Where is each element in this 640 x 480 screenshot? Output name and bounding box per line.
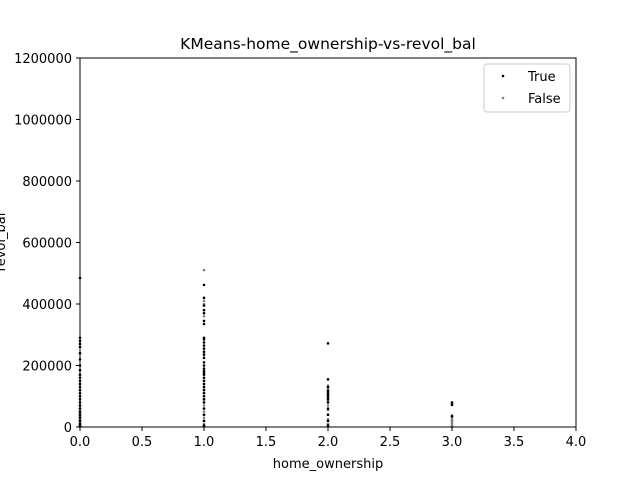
point-true bbox=[450, 403, 454, 407]
point-false bbox=[450, 420, 454, 424]
point-true bbox=[326, 342, 330, 345]
point-true bbox=[202, 376, 206, 380]
point-false bbox=[202, 299, 206, 303]
y-tick-label: 1000000 bbox=[14, 114, 72, 129]
point-true bbox=[202, 322, 206, 326]
point-true bbox=[202, 398, 206, 401]
y-tick-label: 800000 bbox=[22, 175, 72, 190]
point-true bbox=[202, 308, 206, 312]
x-tick-label: 0.5 bbox=[132, 435, 153, 450]
point-true bbox=[202, 283, 206, 287]
legend-marker-false bbox=[501, 96, 505, 100]
point-false bbox=[202, 315, 206, 318]
point-true bbox=[202, 369, 206, 373]
y-tick-label: 400000 bbox=[22, 298, 72, 313]
x-axis-title: home_ownership bbox=[273, 457, 383, 472]
point-true bbox=[202, 379, 206, 383]
legend-box bbox=[483, 63, 571, 113]
point-true bbox=[202, 382, 206, 386]
point-false bbox=[202, 404, 206, 407]
x-tick-label: 1.0 bbox=[194, 435, 215, 450]
point-true bbox=[326, 407, 330, 410]
point-true bbox=[202, 385, 206, 389]
point-true bbox=[326, 419, 330, 423]
point-true bbox=[202, 304, 206, 307]
x-tick-label: 1.5 bbox=[256, 435, 277, 450]
point-false bbox=[326, 404, 330, 407]
y-axis-title: revol_bal bbox=[0, 213, 9, 272]
point-true bbox=[202, 401, 206, 404]
y-tick-label: 1200000 bbox=[14, 52, 72, 67]
point-true bbox=[326, 398, 330, 401]
point-false bbox=[202, 416, 206, 420]
point-true bbox=[202, 353, 206, 357]
point-true bbox=[202, 407, 206, 410]
point-true bbox=[202, 367, 206, 370]
y-tick-label: 600000 bbox=[22, 237, 72, 252]
legend-label-true: True bbox=[527, 70, 556, 85]
point-true bbox=[202, 356, 206, 360]
y-tick-label: 200000 bbox=[22, 360, 72, 375]
point-true bbox=[202, 364, 206, 367]
x-tick-label: 3.5 bbox=[504, 435, 525, 450]
point-true bbox=[202, 361, 206, 364]
chart-title: KMeans-home_ownership-vs-revol_bal bbox=[180, 35, 476, 54]
point-true bbox=[326, 389, 330, 393]
point-true bbox=[326, 393, 330, 397]
point-true bbox=[202, 413, 206, 417]
x-tick-label: 0.0 bbox=[70, 435, 91, 450]
point-false bbox=[450, 418, 454, 422]
y-tick-label: 0 bbox=[64, 421, 72, 436]
point-true bbox=[202, 341, 206, 344]
point-true bbox=[450, 414, 454, 418]
y-axis: 0 200000 400000 600000 800000 1000000 1200000 bbox=[14, 52, 80, 436]
x-tick-label: 2.5 bbox=[380, 435, 401, 450]
legend-label-false: False bbox=[528, 92, 561, 107]
x-axis: 0.0 0.5 1.0 1.5 2.0 2.5 3.0 3.5 4.0 bbox=[70, 427, 587, 450]
point-true bbox=[202, 338, 206, 341]
point-true bbox=[326, 413, 330, 417]
point-true bbox=[326, 424, 330, 427]
point-false bbox=[202, 410, 206, 413]
point-true bbox=[202, 350, 206, 353]
point-true bbox=[202, 319, 206, 323]
x-tick-label: 4.0 bbox=[566, 435, 587, 450]
point-true bbox=[202, 391, 206, 395]
point-true bbox=[202, 344, 206, 347]
point-true bbox=[202, 424, 206, 427]
point-true bbox=[202, 419, 206, 423]
point-true bbox=[202, 296, 206, 300]
point-false bbox=[202, 268, 206, 272]
point-true bbox=[202, 373, 206, 377]
point-true bbox=[202, 371, 206, 375]
point-true bbox=[326, 378, 330, 381]
point-true bbox=[202, 394, 206, 398]
x-tick-label: 3.0 bbox=[442, 435, 463, 450]
legend-marker-true bbox=[501, 74, 505, 78]
point-true bbox=[202, 311, 206, 315]
point-true bbox=[202, 388, 206, 392]
point-false bbox=[450, 417, 454, 420]
x-tick-label: 2.0 bbox=[318, 435, 339, 450]
point-true bbox=[326, 395, 330, 399]
point-true bbox=[202, 347, 206, 350]
point-true bbox=[326, 391, 330, 395]
legend: True False bbox=[483, 63, 571, 113]
point-true bbox=[326, 385, 330, 389]
point-true bbox=[326, 401, 330, 404]
